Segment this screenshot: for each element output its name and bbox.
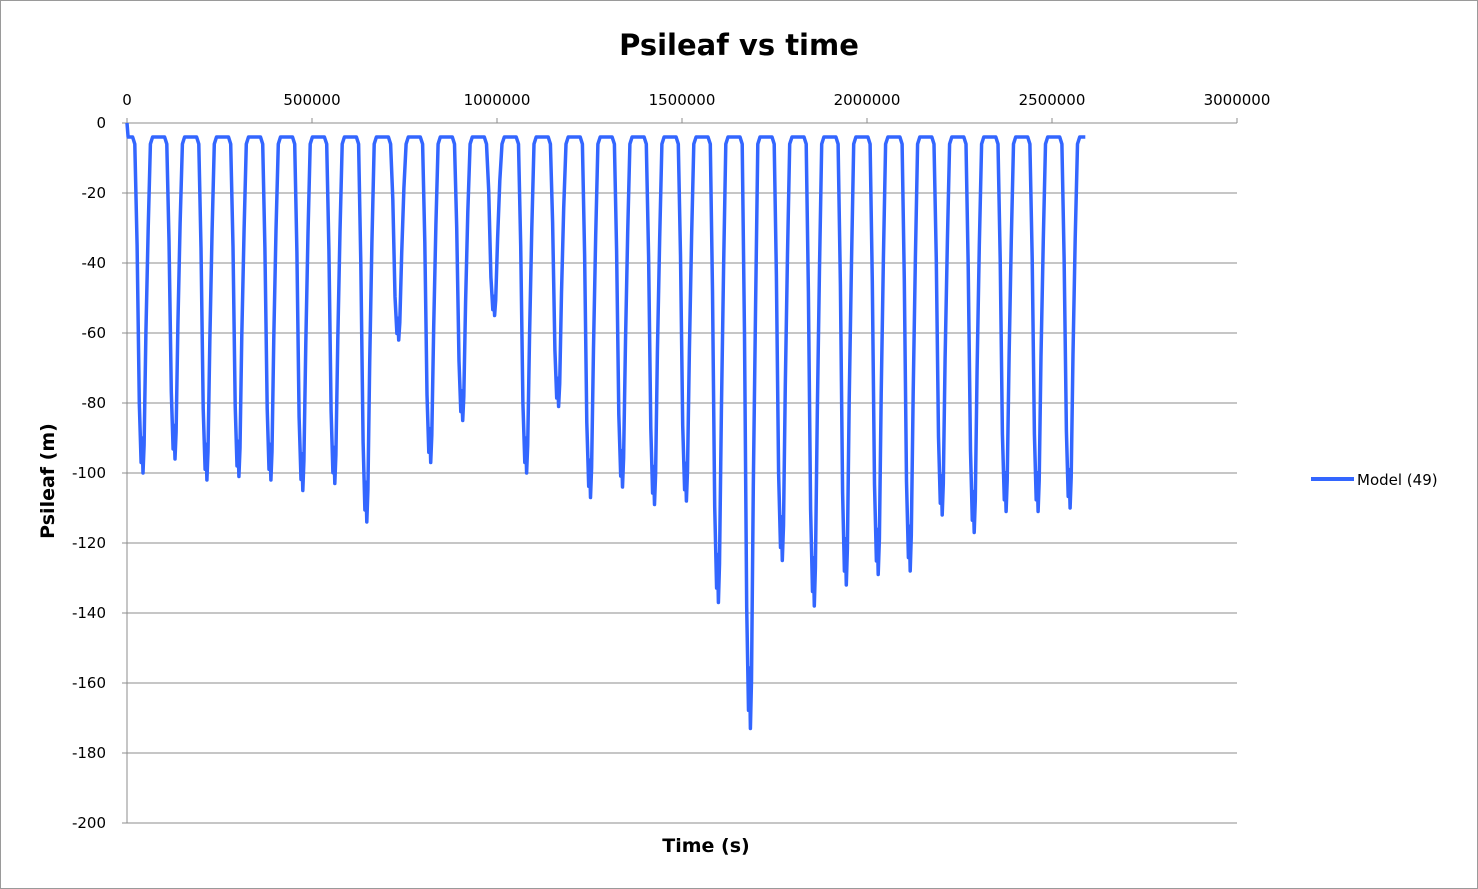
y-tick-label-7: -140 xyxy=(72,604,106,622)
y-axis-title: Psileaf (m) xyxy=(37,423,59,539)
x-tick-label-0: 0 xyxy=(122,91,132,109)
y-tick-label-0: 0 xyxy=(96,114,106,132)
x-tick-label-3: 1500000 xyxy=(649,91,716,109)
y-tick-label-9: -180 xyxy=(72,744,106,762)
x-axis-title: Time (s) xyxy=(662,835,749,857)
y-tick-label-1: -20 xyxy=(82,184,107,202)
y-tick-label-10: -200 xyxy=(72,814,106,832)
legend-label: Model (49) xyxy=(1357,471,1438,489)
y-tick-label-3: -60 xyxy=(82,324,107,342)
x-tick-label-5: 2500000 xyxy=(1019,91,1086,109)
y-tick-label-5: -100 xyxy=(72,464,106,482)
y-tick-label-2: -40 xyxy=(82,254,107,272)
y-tick-label-6: -120 xyxy=(72,534,106,552)
y-tick-label-4: -80 xyxy=(82,394,107,412)
y-tick-label-8: -160 xyxy=(72,674,106,692)
x-tick-label-1: 500000 xyxy=(283,91,340,109)
x-tick-label-6: 3000000 xyxy=(1204,91,1271,109)
series-line-model-49 xyxy=(125,122,1086,731)
chart-title: Psileaf vs time xyxy=(619,28,859,62)
x-tick-label-4: 2000000 xyxy=(834,91,901,109)
x-tick-label-2: 1000000 xyxy=(464,91,531,109)
